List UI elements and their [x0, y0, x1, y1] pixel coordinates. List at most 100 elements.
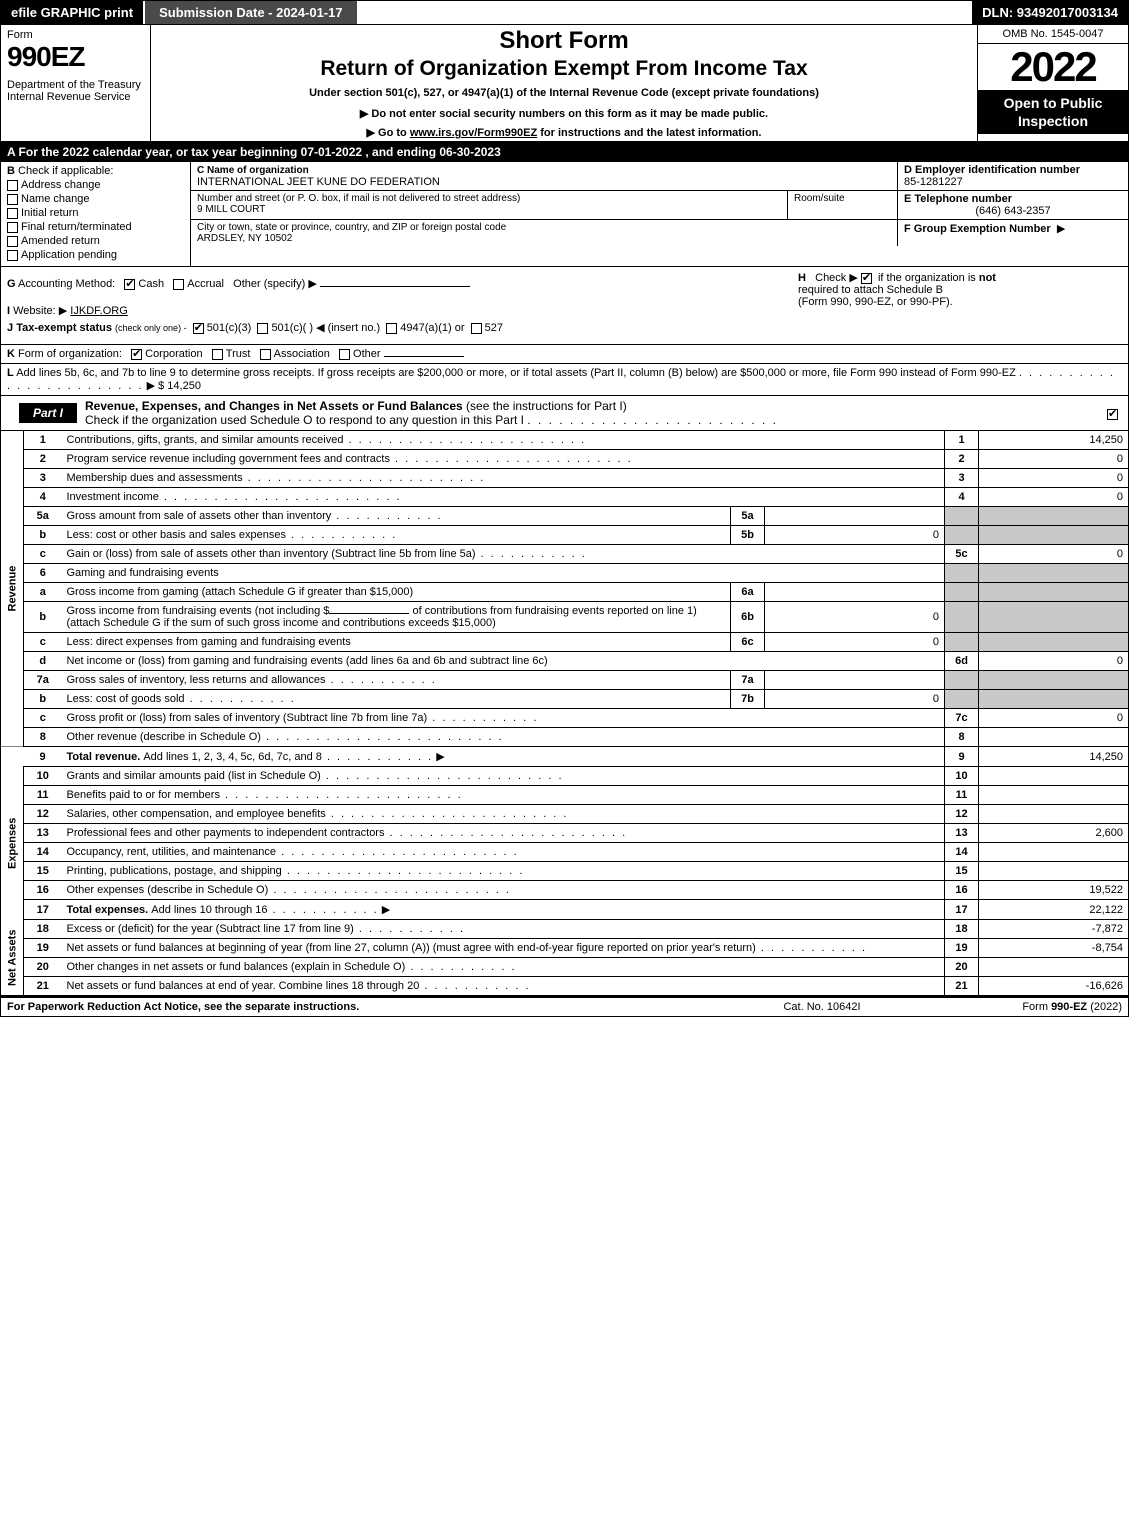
l6d-desc: Net income or (loss) from gaming and fun…	[67, 655, 548, 667]
l21-dots	[419, 980, 530, 992]
l6a-sv	[765, 583, 945, 602]
chk-initial-return[interactable]: Initial return	[7, 207, 184, 219]
efile-print-button[interactable]: efile GRAPHIC print	[1, 1, 145, 24]
chk-app-pending[interactable]: Application pending	[7, 249, 184, 261]
chk-trust[interactable]	[212, 349, 223, 360]
other-label: Other (specify) ▶	[233, 278, 317, 290]
l16-desc: Other expenses (describe in Schedule O)	[67, 884, 269, 896]
line-8: 8 Other revenue (describe in Schedule O)…	[1, 728, 1129, 747]
l9-no: 9	[24, 747, 62, 767]
l8-desc: Other revenue (describe in Schedule O)	[67, 731, 261, 743]
l15-no: 15	[24, 862, 62, 881]
l11-desc: Benefits paid to or for members	[67, 789, 220, 801]
row-k: K Form of organization: Corporation Trus…	[0, 345, 1129, 364]
l19-no: 19	[24, 939, 62, 958]
chk-name-change[interactable]: Name change	[7, 193, 184, 205]
l19-dots	[756, 942, 867, 954]
l6b-blank[interactable]	[329, 613, 409, 614]
chk-h[interactable]	[861, 273, 872, 284]
submission-date: Submission Date - 2024-01-17	[145, 1, 357, 24]
l12-desc: Salaries, other compensation, and employ…	[67, 808, 326, 820]
l11-no: 11	[24, 786, 62, 805]
line-5b: b Less: cost or other basis and sales ex…	[1, 526, 1129, 545]
line-5a: 5a Gross amount from sale of assets othe…	[1, 507, 1129, 526]
line-7a: 7a Gross sales of inventory, less return…	[1, 671, 1129, 690]
part1-header: Part I Revenue, Expenses, and Changes in…	[0, 396, 1129, 431]
col-cdef: C Name of organization INTERNATIONAL JEE…	[191, 162, 1128, 266]
line-j: J Tax-exempt status (check only one) - 5…	[7, 321, 1122, 334]
ein-value: 85-1281227	[904, 176, 963, 188]
line-6a: a Gross income from gaming (attach Sched…	[1, 583, 1129, 602]
l6b-no: b	[24, 602, 62, 633]
l4-val: 0	[979, 488, 1129, 507]
chk-4947[interactable]	[386, 323, 397, 334]
line-6d: d Net income or (loss) from gaming and f…	[1, 652, 1129, 671]
l17-val: 22,122	[979, 900, 1129, 920]
chk-accrual[interactable]	[173, 279, 184, 290]
chk-cash[interactable]	[124, 279, 135, 290]
chk-address-change[interactable]: Address change	[7, 179, 184, 191]
chk-501c[interactable]	[257, 323, 268, 334]
part1-tab: Part I	[19, 403, 77, 423]
l5c-num: 5c	[945, 545, 979, 564]
l6b-greyv	[979, 602, 1129, 633]
city-value: ARDSLEY, NY 10502	[197, 233, 292, 244]
l5b-desc: Less: cost or other basis and sales expe…	[67, 529, 287, 541]
other-field[interactable]	[320, 286, 470, 287]
line-19: 19 Net assets or fund balances at beginn…	[1, 939, 1129, 958]
chk-final-return[interactable]: Final return/terminated	[7, 221, 184, 233]
l10-no: 10	[24, 767, 62, 786]
chk-amended[interactable]: Amended return	[7, 235, 184, 247]
section-bcdef: B Check if applicable: Address change Na…	[0, 162, 1129, 267]
footer-left: For Paperwork Reduction Act Notice, see …	[7, 1001, 722, 1013]
irs-link[interactable]: www.irs.gov/Form990EZ	[410, 127, 537, 139]
l8-val	[979, 728, 1129, 747]
l5a-sn: 5a	[731, 507, 765, 526]
cash-label: Cash	[138, 278, 164, 290]
other-org-field[interactable]	[384, 356, 464, 357]
c-label: C	[197, 165, 204, 176]
i-text: Website: ▶	[13, 305, 67, 317]
tax-year: 2022	[978, 44, 1128, 90]
website-value[interactable]: IJKDF.ORG	[70, 305, 127, 317]
l4-desc: Investment income	[67, 491, 159, 503]
l6-no: 6	[24, 564, 62, 583]
l6c-greyv	[979, 633, 1129, 652]
l14-num: 14	[945, 843, 979, 862]
l21-desc: Net assets or fund balances at end of ye…	[67, 980, 420, 992]
note-ssn: ▶ Do not enter social security numbers o…	[159, 107, 969, 120]
chk-527[interactable]	[471, 323, 482, 334]
l5b-dots	[286, 529, 397, 541]
l1-no: 1	[24, 431, 62, 450]
l7b-desc: Less: cost of goods sold	[67, 693, 185, 705]
h-text4: (Form 990, 990-EZ, or 990-PF).	[798, 296, 953, 308]
l19-val: -8,754	[979, 939, 1129, 958]
l18-val: -7,872	[979, 920, 1129, 939]
l6-grey	[945, 564, 979, 583]
l5b-no: b	[24, 526, 62, 545]
line-14: 14 Occupancy, rent, utilities, and maint…	[1, 843, 1129, 862]
chk-other-org[interactable]	[339, 349, 350, 360]
line-6c: c Less: direct expenses from gaming and …	[1, 633, 1129, 652]
chk-assoc[interactable]	[260, 349, 271, 360]
l17-dots	[267, 904, 378, 916]
chk-501c3[interactable]	[193, 323, 204, 334]
line-21: 21 Net assets or fund balances at end of…	[1, 977, 1129, 996]
line-6: 6 Gaming and fundraising events	[1, 564, 1129, 583]
j-label: J	[7, 322, 13, 334]
l20-val	[979, 958, 1129, 977]
l2-dots	[390, 453, 633, 465]
cell-d: D Employer identification number 85-1281…	[898, 162, 1128, 190]
part1-checkbox[interactable]	[1100, 405, 1128, 421]
l7b-sv: 0	[765, 690, 945, 709]
l6c-sn: 6c	[731, 633, 765, 652]
l6a-grey	[945, 583, 979, 602]
b-label: B	[7, 165, 15, 177]
l5a-grey	[945, 507, 979, 526]
l15-dots	[282, 865, 525, 877]
line-16: 16 Other expenses (describe in Schedule …	[1, 881, 1129, 900]
o-assoc: Association	[274, 348, 330, 360]
l21-val: -16,626	[979, 977, 1129, 996]
top-bar: efile GRAPHIC print Submission Date - 20…	[0, 0, 1129, 25]
chk-corp[interactable]	[131, 349, 142, 360]
